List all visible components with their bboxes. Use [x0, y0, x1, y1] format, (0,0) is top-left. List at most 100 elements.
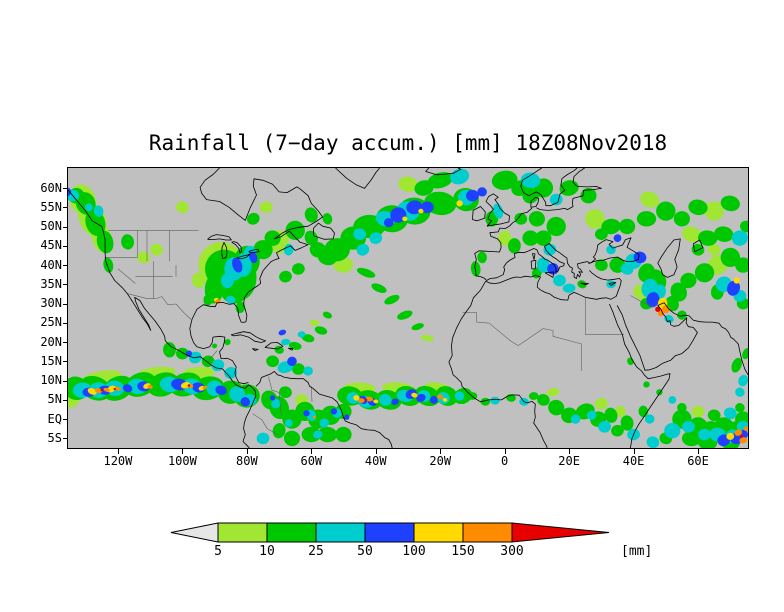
rain-cell: [698, 428, 711, 441]
rain-cell: [543, 243, 557, 256]
rain-cell: [586, 410, 597, 420]
lat-tick-mark: [63, 438, 68, 440]
rain-cell: [269, 395, 276, 401]
rain-cell: [643, 381, 650, 388]
lon-tick-label: 20E: [558, 454, 580, 468]
political-border-line: [207, 350, 218, 364]
rain-cell: [202, 385, 208, 390]
rain-cell: [470, 261, 481, 277]
rain-cell: [287, 356, 297, 366]
lon-tick-label: 20W: [429, 454, 452, 468]
rain-cell: [664, 314, 674, 324]
rain-cell: [335, 426, 352, 443]
rain-cell: [215, 385, 227, 395]
rain-cell: [201, 355, 215, 368]
rain-cell: [514, 212, 528, 225]
colorbar-legend: [170, 522, 630, 544]
rain-cell: [677, 402, 687, 413]
rain-cell: [203, 293, 214, 306]
rain-cell: [668, 396, 677, 404]
rain-cell: [619, 218, 636, 235]
political-border-line: [117, 268, 136, 284]
rain-cell: [100, 388, 104, 392]
rain-cell: [212, 343, 218, 349]
lat-tick-label: 35N: [40, 276, 62, 291]
rain-cell: [371, 283, 387, 293]
rain-cell: [312, 415, 317, 419]
political-border-line: [268, 376, 282, 415]
rain-cell: [249, 251, 258, 264]
lon-tick-mark: [117, 449, 119, 454]
rain-cell: [103, 257, 114, 273]
rain-cell: [137, 251, 151, 264]
rain-cell: [595, 397, 608, 410]
rain-cell: [688, 199, 708, 216]
rain-cell: [450, 168, 470, 185]
rain-cell: [549, 193, 563, 206]
rain-cell: [344, 414, 350, 420]
colorbar-over-arrow: [511, 522, 610, 543]
rain-cell: [604, 407, 618, 423]
rain-cell: [253, 240, 273, 260]
rain-cell: [559, 180, 579, 196]
rain-cell: [636, 211, 657, 227]
rain-cell: [176, 201, 189, 214]
lon-tick-label: 100W: [167, 454, 197, 468]
colorbar-under-arrow: [170, 522, 219, 543]
lat-tick-mark: [63, 303, 68, 305]
rain-cell: [528, 211, 545, 227]
colorbar-tick-label: 300: [500, 544, 524, 559]
rain-cell: [319, 418, 329, 428]
rain-cell: [122, 384, 133, 393]
rain-cell: [731, 230, 748, 246]
coastline: [264, 342, 284, 350]
rain-cell: [442, 397, 448, 402]
rain-cell: [454, 391, 465, 401]
rain-cell: [259, 201, 273, 214]
lat-tick-mark: [63, 245, 68, 247]
colorbar-segment: [364, 522, 415, 543]
rain-cell: [187, 384, 191, 387]
rain-cell: [694, 263, 715, 283]
lon-tick-mark: [375, 449, 377, 454]
rain-cell: [670, 282, 687, 302]
lon-tick-mark: [569, 449, 571, 454]
rain-cell: [330, 408, 338, 415]
coastline: [230, 331, 266, 343]
rain-cell: [256, 432, 270, 445]
rain-cell: [373, 399, 379, 404]
world-rainfall-map: [68, 168, 748, 448]
political-border-line: [630, 295, 655, 308]
colorbar-segment: [266, 522, 317, 543]
coastline: [474, 207, 640, 281]
political-border-line: [476, 312, 490, 324]
lat-tick-mark: [63, 284, 68, 286]
rain-cell: [304, 230, 318, 246]
coastline: [616, 302, 748, 375]
lon-tick-mark: [440, 449, 442, 454]
political-border-line: [252, 413, 280, 436]
rain-cell: [84, 203, 93, 212]
lat-tick-mark: [63, 265, 68, 267]
rain-cell: [520, 172, 541, 189]
coastline: [692, 239, 704, 252]
lat-tick-label: 25N: [40, 315, 62, 330]
lon-tick-mark: [504, 449, 506, 454]
rain-cell: [726, 280, 741, 296]
rain-cell: [285, 220, 305, 241]
colorbar-tick-label: 150: [451, 544, 475, 559]
rain-cell: [673, 211, 690, 227]
lat-tick-mark: [63, 226, 68, 228]
rain-cell: [163, 342, 176, 358]
rain-cell: [147, 384, 153, 389]
rain-cell: [437, 394, 444, 400]
rain-cell: [353, 228, 367, 241]
rain-cell: [264, 230, 281, 246]
rain-cell: [322, 213, 333, 225]
rain-cell: [720, 195, 740, 212]
colorbar-scale: [170, 522, 610, 543]
rain-cell: [726, 432, 735, 440]
rain-cell: [356, 243, 370, 256]
rain-cell: [309, 319, 320, 326]
lat-tick-mark: [63, 207, 68, 209]
